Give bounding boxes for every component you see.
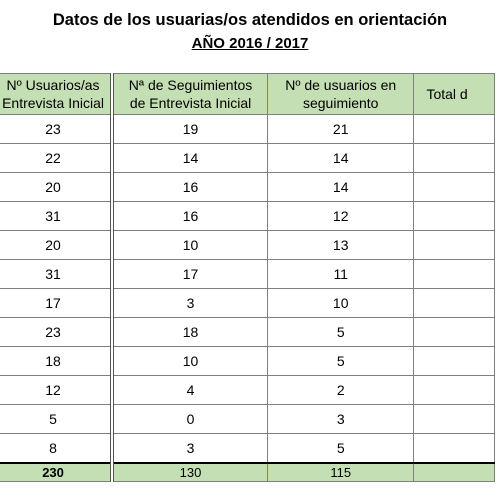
table-cell: 10: [266, 288, 415, 318]
total-cell: 115: [266, 462, 415, 482]
header-line: seguimiento: [302, 95, 379, 111]
table-cell: 12: [266, 201, 415, 231]
table-body: 23 19 21 22 14 14 20 16 14 31 16 12 20 10 13 31 17 11 17 3 1…: [0, 114, 495, 482]
table-cell: 31: [0, 259, 113, 289]
table-cell: 3: [110, 433, 268, 464]
table-cell: [413, 114, 495, 144]
header-total: Total d: [413, 73, 495, 115]
table-row: 20 10 13: [0, 230, 495, 260]
header-line: Entrevista Inicial: [2, 95, 105, 111]
header-line: Nº Usuarios/as: [6, 77, 100, 93]
page-title: Datos de los usuarias/os atendidos en or…: [52, 11, 448, 29]
table-cell: [413, 201, 495, 231]
data-table: Nº Usuarios/as Entrevista Inicial Nª de …: [0, 73, 495, 482]
total-cell: [413, 462, 495, 482]
table-cell: [413, 317, 495, 347]
total-cell: 130: [110, 462, 268, 482]
table-cell: 2: [266, 375, 415, 405]
table-cell: [413, 375, 495, 405]
table-cell: 22: [0, 143, 113, 173]
table-cell: 16: [110, 172, 268, 202]
header-line: de Entrevista Inicial: [129, 95, 252, 111]
year-label: AÑO 2016 / 2017: [191, 35, 309, 52]
table-cell: 17: [0, 288, 113, 318]
header-line: Total d: [426, 86, 468, 102]
table-cell: 20: [0, 172, 113, 202]
table-cell: [413, 259, 495, 289]
table-cell: 11: [266, 259, 415, 289]
table-cell: [413, 230, 495, 260]
table-row: 17 3 10: [0, 288, 495, 318]
table-cell: 14: [266, 172, 415, 202]
table-cell: 21: [266, 114, 415, 144]
table-row: 22 14 14: [0, 143, 495, 173]
table-cell: 13: [266, 230, 415, 260]
table-cell: 8: [0, 433, 113, 464]
table-cell: 18: [110, 317, 268, 347]
total-cell: 230: [0, 462, 113, 482]
table-cell: 0: [110, 404, 268, 434]
header-seguimientos: Nª de Seguimientos de Entrevista Inicial: [110, 73, 268, 115]
table-cell: [413, 433, 495, 464]
table-cell: 23: [0, 114, 113, 144]
table-row: 20 16 14: [0, 172, 495, 202]
table-cell: 16: [110, 201, 268, 231]
table-cell: 14: [110, 143, 268, 173]
table-cell: 5: [266, 346, 415, 376]
table-row: 31 17 11: [0, 259, 495, 289]
table-cell: [413, 172, 495, 202]
table-cell: [413, 288, 495, 318]
table-cell: [413, 346, 495, 376]
table-cell: 10: [110, 230, 268, 260]
header-line: Nª de Seguimientos: [128, 77, 253, 93]
table-cell: 14: [266, 143, 415, 173]
table-cell: 5: [0, 404, 113, 434]
header-usuarios-entrevista: Nº Usuarios/as Entrevista Inicial: [0, 73, 113, 115]
table-cell: 10: [110, 346, 268, 376]
table-cell: [413, 143, 495, 173]
table-cell: 3: [266, 404, 415, 434]
table-row: 18 10 5: [0, 346, 495, 376]
table-cell: 19: [110, 114, 268, 144]
page-subtitle: AÑO 2016 / 2017: [0, 35, 500, 53]
table-row: 31 16 12: [0, 201, 495, 231]
table-header-row: Nº Usuarios/as Entrevista Inicial Nª de …: [0, 73, 495, 115]
table-cell: 4: [110, 375, 268, 405]
table-cell: 17: [110, 259, 268, 289]
table-cell: 23: [0, 317, 113, 347]
table-cell: 20: [0, 230, 113, 260]
header-line: Nº de usuarios en: [285, 77, 397, 93]
table-row: 23 19 21: [0, 114, 495, 144]
table-cell: 31: [0, 201, 113, 231]
table-cell: 12: [0, 375, 113, 405]
table-cell: 3: [110, 288, 268, 318]
table-cell: [413, 404, 495, 434]
table-cell: 18: [0, 346, 113, 376]
table-cell: 5: [266, 317, 415, 347]
table-cell: 5: [266, 433, 415, 464]
table-row: 23 18 5: [0, 317, 495, 347]
table-row: 12 4 2: [0, 375, 495, 405]
header-usuarios-seguimiento: Nº de usuarios en seguimiento: [266, 73, 415, 115]
totals-row: 230 130 115: [0, 462, 495, 482]
